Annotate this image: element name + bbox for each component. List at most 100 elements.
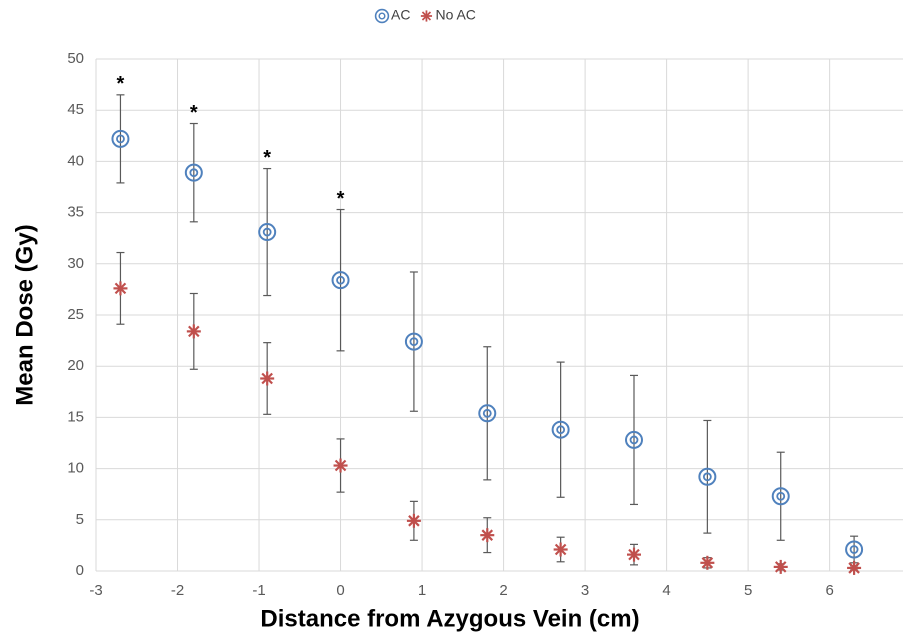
y-tick-label: 30: [67, 255, 84, 272]
x-tick-label: -3: [89, 582, 102, 599]
marker-ring: [374, 8, 390, 24]
marker-ring: [331, 271, 350, 290]
marker-stroke: [334, 459, 347, 472]
marker-ring: [771, 487, 790, 506]
legend-marker: [420, 10, 433, 22]
marker-ring: [551, 420, 570, 439]
x-tick-label: 2: [499, 582, 507, 599]
marker-stroke: [774, 561, 787, 573]
marker-ring: [845, 540, 864, 559]
point: [186, 324, 201, 339]
marker-core: [776, 491, 786, 501]
point: [771, 487, 790, 506]
x-tick-label: -1: [252, 582, 265, 599]
legend-marker: [374, 8, 390, 24]
annotation: *: [117, 73, 125, 95]
marker-stroke: [408, 515, 420, 527]
marker-ring: [184, 163, 203, 182]
x-tick-label: 5: [744, 582, 752, 599]
point: [845, 540, 864, 559]
x-tick-label: 3: [581, 582, 589, 599]
error-bar: [336, 208, 345, 352]
point: [773, 559, 788, 574]
point: [627, 547, 641, 562]
marker-ring: [404, 332, 423, 351]
x-tick-label: 4: [662, 582, 670, 599]
annotation: *: [337, 188, 345, 210]
y-tick-label: 15: [67, 408, 84, 425]
marker-core: [189, 168, 199, 178]
marker-core: [702, 472, 712, 482]
marker-core: [409, 337, 419, 347]
marker-ring: [625, 430, 643, 449]
point: [700, 555, 715, 570]
marker-ring: [698, 467, 717, 486]
error-bar: [630, 374, 638, 506]
error-bar: [556, 361, 565, 498]
y-tick-label: 45: [67, 101, 84, 118]
marker-stroke: [848, 562, 860, 574]
marker-core: [336, 275, 345, 285]
y-tick-label: 20: [67, 357, 84, 374]
marker-ring: [111, 129, 130, 148]
point: [331, 271, 350, 290]
legend-label: AC: [391, 7, 410, 23]
point: [478, 404, 497, 423]
point: [113, 281, 128, 296]
marker-stroke: [481, 529, 494, 541]
point: [333, 458, 348, 473]
y-tick-label: 25: [67, 306, 84, 323]
marker-stroke: [628, 548, 640, 561]
y-tick-label: 40: [67, 152, 84, 169]
marker-ring: [258, 223, 277, 242]
y-tick-label: 0: [76, 562, 84, 579]
marker-core: [378, 12, 386, 20]
error-bar: [703, 419, 712, 534]
x-tick-label: 6: [825, 582, 833, 599]
x-axis-label: Distance from Azygous Vein (cm): [260, 605, 639, 632]
error-bar: [409, 271, 418, 412]
error-bar: [116, 94, 125, 184]
point: [184, 163, 203, 182]
marker-core: [629, 435, 639, 445]
marker-core: [262, 227, 272, 237]
point: [260, 371, 275, 386]
y-tick-label: 35: [67, 204, 84, 221]
y-tick-label: 50: [67, 50, 84, 67]
point: [404, 332, 423, 351]
error-bar: [189, 122, 198, 223]
point: [111, 129, 130, 148]
point: [258, 223, 277, 242]
annotation: *: [190, 102, 198, 124]
error-bar: [776, 451, 785, 541]
point: [847, 560, 862, 575]
error-bar: [263, 167, 272, 297]
x-tick-label: -2: [171, 582, 184, 599]
marker-stroke: [261, 372, 273, 385]
marker-stroke: [188, 325, 200, 338]
error-bar: [483, 346, 492, 481]
marker-core: [482, 408, 492, 418]
annotation: *: [263, 147, 271, 169]
point: [551, 420, 570, 439]
marker-stroke: [114, 282, 127, 295]
y-tick-label: 10: [67, 460, 84, 477]
y-tick-label: 5: [76, 511, 84, 528]
x-tick-label: 0: [336, 582, 344, 599]
y-axis-label: Mean Dose (Gy): [11, 224, 38, 405]
marker-ring: [478, 404, 497, 423]
marker-core: [556, 425, 566, 435]
legend-label: No AC: [435, 7, 475, 23]
marker-core: [849, 545, 859, 554]
point: [480, 528, 495, 543]
marker-stroke: [421, 11, 432, 21]
point: [625, 430, 643, 449]
point: [406, 513, 421, 528]
marker-stroke: [701, 557, 714, 569]
point: [553, 542, 568, 557]
marker-core: [116, 134, 125, 144]
marker-stroke: [554, 543, 567, 556]
x-tick-label: 1: [418, 582, 426, 599]
point: [698, 467, 717, 486]
